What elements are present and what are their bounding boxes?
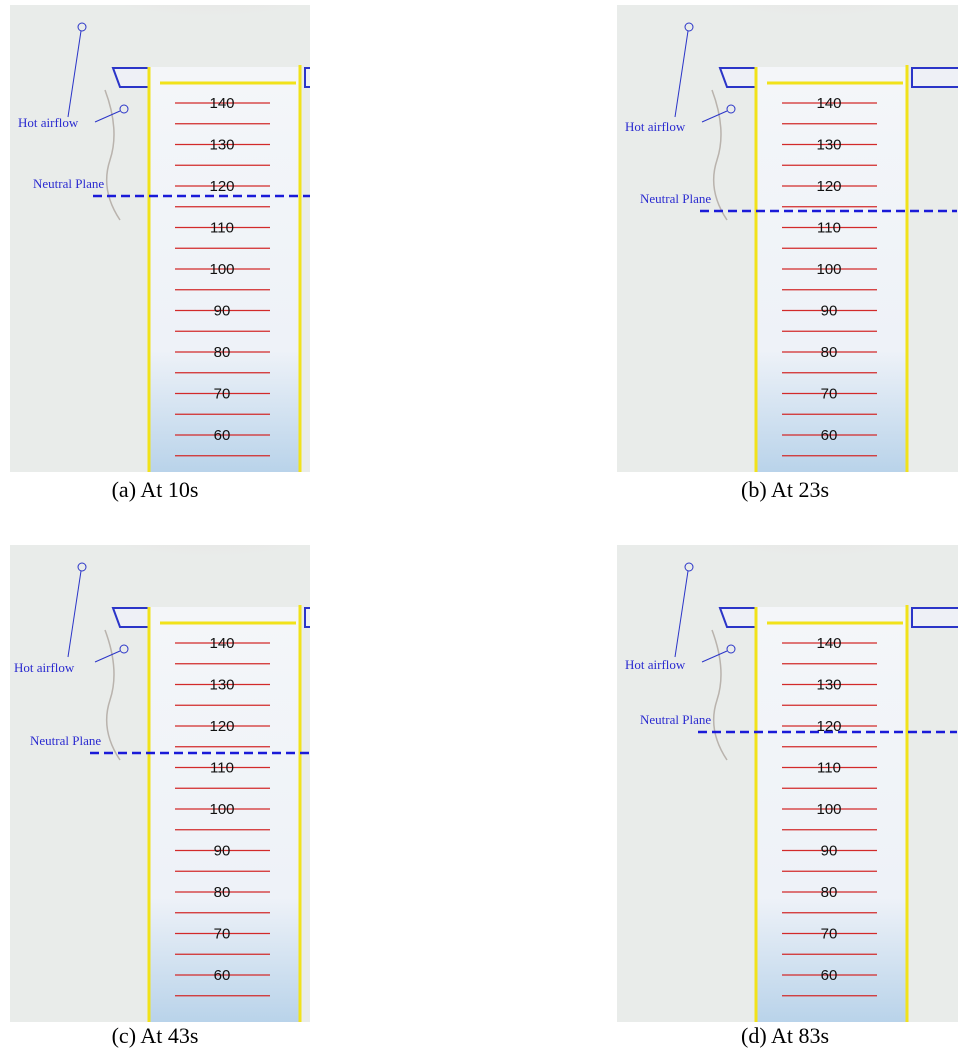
hot-airflow-label: Hot airflow	[625, 119, 686, 134]
scale-label: 90	[821, 843, 838, 860]
scale-label: 110	[210, 760, 234, 777]
scale-label: 90	[214, 303, 231, 320]
scale-label: 80	[214, 344, 231, 361]
photo-panel: 140 130 120 110 100 90 80 70 60 Hot airflow Neutra…	[10, 0, 370, 472]
trough-right	[912, 608, 958, 627]
trough-left	[720, 608, 757, 627]
scale-label: 110	[817, 760, 841, 777]
scale-label: 70	[214, 386, 231, 403]
scale-label: 60	[821, 967, 838, 984]
scale-label: 110	[210, 220, 234, 237]
scale-label: 120	[816, 178, 841, 195]
scale-label: 80	[214, 884, 231, 901]
caption: (b) At 23s	[741, 477, 829, 502]
scale-label: 90	[214, 843, 231, 860]
scale-label: 130	[209, 677, 234, 694]
scale-label: 140	[816, 95, 841, 112]
caption: (c) At 43s	[112, 1023, 199, 1048]
hot-airflow-label: Hot airflow	[625, 657, 686, 672]
scale-label: 60	[214, 967, 231, 984]
scale-label: 120	[209, 178, 234, 195]
smoke	[50, 475, 370, 615]
photo-panel: 140 130 120 110 100 90 80 70 60 Hot airflow Neutra…	[617, 0, 958, 472]
photo-panel: 140 130 120 110 100 90 80 70 60 Hot airflow Neutra…	[10, 475, 370, 1022]
scale-label: 130	[209, 137, 234, 154]
scale-label: 100	[209, 261, 234, 278]
trough-left	[113, 68, 150, 87]
trough-left	[113, 608, 150, 627]
scale-label: 80	[821, 344, 838, 361]
scale-label: 70	[214, 926, 231, 943]
scale-label: 60	[214, 427, 231, 444]
trough-left	[720, 68, 757, 87]
figure: 140 130 120 110 100 90 80 70 60 Hot airflow Neutra…	[0, 0, 958, 1059]
scale-label: 110	[817, 220, 841, 237]
scale-label: 90	[821, 303, 838, 320]
trough-right	[305, 68, 362, 87]
scale-label: 120	[209, 718, 234, 735]
neutral-plane-label: Neutral Plane	[640, 712, 711, 727]
scale-label: 70	[821, 926, 838, 943]
scale-label: 130	[816, 677, 841, 694]
neutral-plane-label: Neutral Plane	[33, 176, 104, 191]
trough-right	[912, 68, 958, 87]
scale-label: 140	[816, 635, 841, 652]
hot-airflow-label: Hot airflow	[18, 115, 79, 130]
caption: (d) At 83s	[741, 1023, 829, 1048]
trough-right	[305, 608, 362, 627]
scale-label: 130	[816, 137, 841, 154]
hot-airflow-label: Hot airflow	[14, 660, 75, 675]
scale-label: 80	[821, 884, 838, 901]
scale-label: 140	[209, 95, 234, 112]
neutral-plane-label: Neutral Plane	[640, 191, 711, 206]
scale-label: 60	[821, 427, 838, 444]
scale-label: 70	[821, 386, 838, 403]
scale-label: 140	[209, 635, 234, 652]
neutral-plane-label: Neutral Plane	[30, 733, 101, 748]
scale-label: 100	[209, 801, 234, 818]
caption: (a) At 10s	[112, 477, 199, 502]
scale-label: 100	[816, 261, 841, 278]
scale-label: 100	[816, 801, 841, 818]
